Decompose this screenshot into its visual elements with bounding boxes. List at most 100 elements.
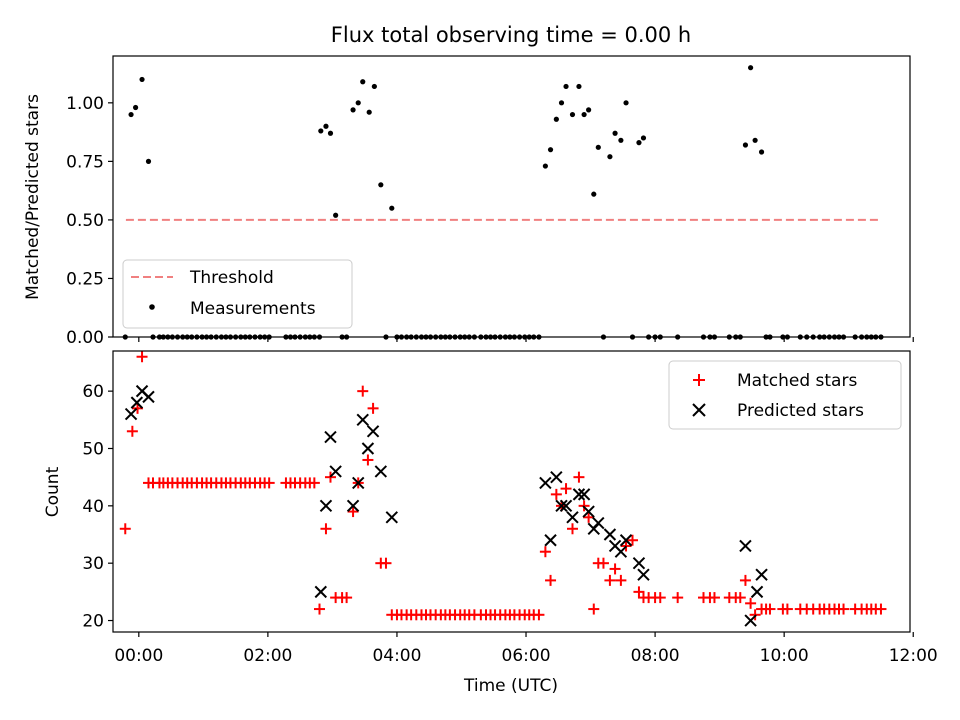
predicted-star-point: [314, 585, 328, 599]
matched-star-point: [633, 586, 645, 598]
matched-star-point: [781, 603, 793, 615]
matched-star-point: [672, 592, 684, 604]
measurement-point: [318, 128, 324, 134]
matched-star-point: [126, 425, 138, 437]
matched-star-point: [119, 523, 131, 535]
predicted-star-point: [130, 396, 144, 409]
matched-star-point: [588, 603, 600, 615]
predicted-star-point: [374, 465, 388, 478]
predicted-star-point: [603, 528, 617, 541]
measurement-point: [553, 116, 559, 122]
matched-star-point: [362, 454, 374, 466]
measurement-point: [327, 130, 334, 136]
predicted-star-point: [539, 476, 552, 490]
bottom-y-ticks: 20 30 40 50 60: [82, 382, 113, 632]
predicted-star-point: [577, 488, 591, 501]
measurement-point: [758, 149, 765, 155]
predicted-star-point: [750, 585, 764, 599]
legend-matched-label: Matched stars: [737, 371, 857, 391]
x-axis-label: Time (UTC): [463, 676, 558, 696]
matched-star-point: [347, 506, 359, 518]
matched-star-point: [308, 477, 320, 489]
predicted-star-point: [739, 539, 752, 553]
predicted-star-point: [632, 556, 646, 570]
bottom-panel: 20 30 40 50 60 00:00 02:00 04:00 06:00 08:00 10:0…: [43, 350, 938, 696]
measurement-point: [542, 163, 548, 169]
matched-star-point: [357, 385, 369, 397]
matched-star-point: [263, 477, 275, 489]
matched-star-point: [566, 523, 578, 535]
measurement-point: [563, 83, 569, 90]
measurement-point: [378, 182, 384, 188]
top-plot-frame: [112, 55, 911, 338]
top-y-ticks: 0.00 0.25 0.50 0.75 1.00: [66, 94, 113, 348]
legend-matched-marker: [693, 374, 705, 386]
matched-star-point: [609, 563, 621, 575]
measurement-point: [607, 154, 613, 160]
top-y-tick-label: 0.25: [66, 269, 104, 289]
predicted-star-point: [124, 407, 138, 421]
measurement-point: [128, 111, 134, 118]
top-legend-box: [122, 259, 353, 329]
matched-star-point: [320, 523, 332, 535]
matched-star-point: [734, 592, 746, 604]
matched-star-point: [838, 603, 850, 615]
predicted-star-point: [544, 534, 557, 547]
x-tick-label: 08:00: [631, 646, 680, 666]
measurement-point: [636, 140, 642, 146]
matched-star-point: [560, 483, 572, 495]
measurement-point: [333, 212, 339, 218]
matched-star-point: [875, 603, 887, 615]
matched-star-point: [745, 597, 757, 609]
predicted-star-point: [566, 511, 579, 524]
x-tick-label: 06:00: [502, 646, 551, 666]
legend-predicted-label: Predicted stars: [737, 401, 864, 421]
predicted-star-point: [361, 442, 375, 455]
predicted-star-point: [555, 499, 568, 513]
matched-star-point: [314, 603, 326, 615]
measurement-point: [139, 76, 145, 83]
matched-star-point: [367, 402, 379, 414]
measurement-point: [640, 135, 647, 141]
matched-star-point: [539, 546, 551, 558]
matched-star-point: [597, 557, 609, 569]
matched-star-point: [764, 603, 776, 615]
top-x-ticks: [138, 337, 914, 342]
top-y-tick-label: 1.00: [66, 94, 104, 114]
measurement-point: [586, 107, 592, 113]
legend-measurements-marker: [149, 304, 155, 310]
measurement-point: [350, 107, 356, 113]
bottom-y-tick-label: 40: [82, 497, 104, 517]
matched-star-point: [654, 592, 666, 604]
x-tick-label: 04:00: [372, 646, 421, 666]
bottom-y-axis-label: Count: [43, 466, 63, 517]
chart-title: Flux total observing time = 0.00 h: [331, 23, 691, 47]
matched-star-point: [533, 609, 545, 621]
measurement-point: [591, 191, 597, 197]
measurement-point: [569, 111, 576, 118]
measurement-point: [145, 158, 152, 164]
predicted-star-point: [366, 425, 380, 438]
x-tick-label: 10:00: [760, 646, 809, 666]
matched-star-point: [739, 574, 751, 586]
predicted-star-point: [356, 413, 369, 427]
legend-threshold-label: Threshold: [189, 268, 274, 288]
predicted-star-point: [559, 499, 573, 513]
predicted-star-point: [346, 499, 360, 513]
predicted-star-point: [324, 430, 337, 444]
measurement-point: [595, 144, 601, 150]
x-tick-label: 00:00: [114, 646, 163, 666]
measurement-point: [558, 100, 565, 106]
measurement-point: [366, 109, 372, 115]
matched-star-point: [708, 592, 720, 604]
top-y-tick-label: 0.50: [66, 211, 104, 231]
top-panel: 0.00 0.25 0.50 0.75 1.00 Matched/Predicted s…: [23, 55, 914, 348]
measurement-point: [360, 79, 366, 85]
measurement-point: [581, 111, 587, 118]
measurement-point: [547, 147, 554, 153]
measurement-point: [623, 100, 629, 106]
predicted-star-point: [592, 516, 605, 530]
x-tick-label: 02:00: [243, 646, 292, 666]
